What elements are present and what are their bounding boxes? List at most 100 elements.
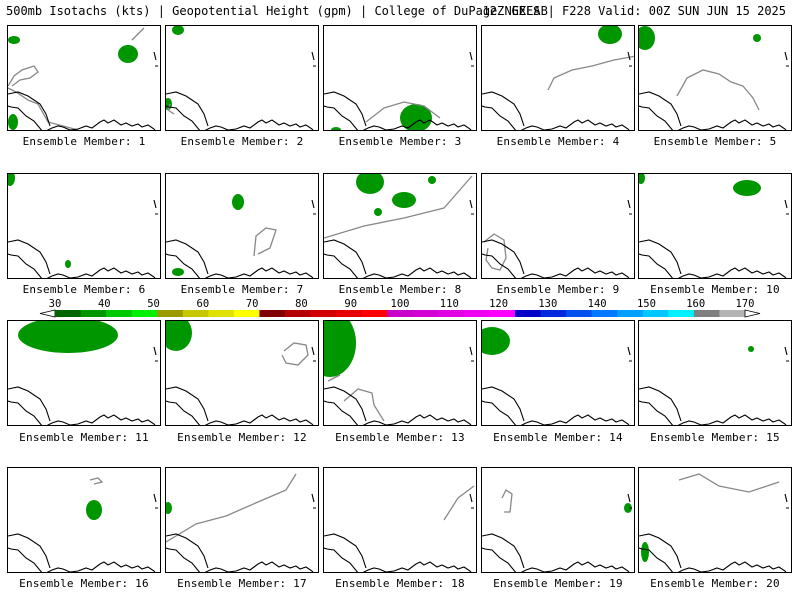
colorbar-graphic: 30 40 50 60 70 80 90 100 110 120 130 140 150 160 170 (39, 298, 761, 318)
colorbar-swatch (208, 310, 235, 317)
border-line (324, 386, 367, 422)
ensemble-member-label: Ensemble Member: 15 (650, 431, 780, 444)
header-run-valid-time: 12Z GEFS | F228 Valid: 00Z SUN JUN 15 20… (482, 4, 786, 18)
geopotential-height-contour (253, 227, 277, 257)
ensemble-member-label: Ensemble Member: 18 (335, 577, 465, 590)
ensemble-member-label: Ensemble Member: 3 (338, 135, 462, 148)
geopotential-height-contour (281, 342, 309, 366)
map-graphic (482, 199, 632, 278)
geopotential-height-contour (678, 473, 780, 493)
coastline (482, 400, 630, 425)
colorbar-swatch (259, 310, 286, 317)
coastline (8, 400, 156, 425)
ensemble-map-panel (481, 320, 635, 426)
colorbar-swatch (438, 310, 465, 317)
border-line (166, 533, 209, 569)
map-graphic (639, 174, 789, 278)
border-line (8, 91, 51, 127)
lake-marks (627, 493, 632, 509)
coastline (166, 547, 314, 572)
border-line (8, 386, 51, 422)
isotach-shading (8, 174, 15, 186)
lake-marks (784, 346, 789, 362)
geopotential-height-contour (327, 374, 385, 422)
isotach-shading (598, 26, 622, 44)
colorbar-swatch (387, 310, 414, 317)
border-line (482, 386, 525, 422)
colorbar-tick-label: 30 (49, 298, 62, 310)
lake-marks (627, 346, 632, 362)
coastline (639, 105, 787, 130)
colorbar-tick-label: 140 (588, 298, 607, 310)
ensemble-map-panel (638, 25, 792, 131)
map-graphic (8, 477, 158, 572)
ensemble-map-panel (7, 25, 161, 131)
colorbar-tick-label: 50 (147, 298, 160, 310)
ensemble-map-panel (7, 173, 161, 279)
ensemble-member-label: Ensemble Member: 9 (496, 283, 620, 296)
border-line (8, 533, 51, 569)
isotach-shading (753, 34, 761, 42)
colorbar-swatch (642, 310, 669, 317)
map-graphic (8, 27, 158, 130)
colorbar-tick-label: 110 (440, 298, 459, 310)
map-graphic (324, 321, 474, 425)
map-graphic (166, 321, 316, 425)
border-line (166, 91, 209, 127)
border-line (639, 239, 682, 275)
coastline (324, 105, 472, 130)
lake-marks (153, 346, 158, 362)
isotach-shading (733, 180, 761, 196)
coastline (8, 547, 156, 572)
colorbar-tick-label: 170 (736, 298, 755, 310)
colorbar-tick-label: 90 (344, 298, 357, 310)
colorbar-swatch (106, 310, 133, 317)
lake-marks (469, 199, 474, 215)
isotach-shading (8, 36, 20, 44)
geopotential-height-contour (365, 101, 441, 123)
colorbar-swatch (310, 310, 337, 317)
geopotential-height-contour (443, 485, 475, 521)
ensemble-member-label: Ensemble Member: 10 (650, 283, 780, 296)
ensemble-map-panel (481, 25, 635, 131)
colorbar-swatch (591, 310, 618, 317)
geopotential-height-contour (547, 55, 634, 91)
lake-marks (469, 346, 474, 362)
border-line (8, 239, 51, 275)
ensemble-map-panel (7, 320, 161, 426)
map-graphic (324, 51, 474, 130)
colorbar-swatch (566, 310, 593, 317)
ensemble-member-label: Ensemble Member: 1 (22, 135, 146, 148)
map-graphic (8, 321, 158, 425)
colorbar-tick-label: 130 (538, 298, 557, 310)
ensemble-member-label: Ensemble Member: 5 (653, 135, 777, 148)
geopotential-height-contour (166, 473, 297, 543)
geopotential-height-contour (483, 233, 507, 271)
lake-marks (153, 199, 158, 215)
isotach-shading (8, 114, 18, 130)
colorbar-swatch (233, 310, 260, 317)
wind-speed-colorbar: 30 40 50 60 70 80 90 100 110 120 130 140 150 160 170 (0, 296, 800, 320)
coastline (639, 547, 787, 572)
lake-marks (311, 346, 316, 362)
border-line (639, 533, 682, 569)
lake-marks (627, 51, 632, 67)
geopotential-height-contour (89, 477, 104, 485)
map-graphic (324, 174, 474, 278)
border-line (482, 239, 525, 275)
border-line (324, 91, 367, 127)
ensemble-member-label: Ensemble Member: 12 (177, 431, 307, 444)
colorbar-swatch (693, 310, 720, 317)
ensemble-member-label: Ensemble Member: 8 (338, 283, 462, 296)
isotach-shading (356, 174, 384, 194)
isotach-shading (172, 26, 184, 35)
colorbar-swatch (617, 310, 644, 317)
ensemble-map-panel (481, 173, 635, 279)
border-line (166, 239, 209, 275)
ensemble-member-label: Ensemble Member: 14 (493, 431, 623, 444)
coastline (639, 253, 787, 278)
colorbar-swatch (285, 310, 312, 317)
isotach-shading (118, 45, 138, 63)
lake-marks (784, 199, 789, 215)
map-graphic (166, 194, 316, 278)
